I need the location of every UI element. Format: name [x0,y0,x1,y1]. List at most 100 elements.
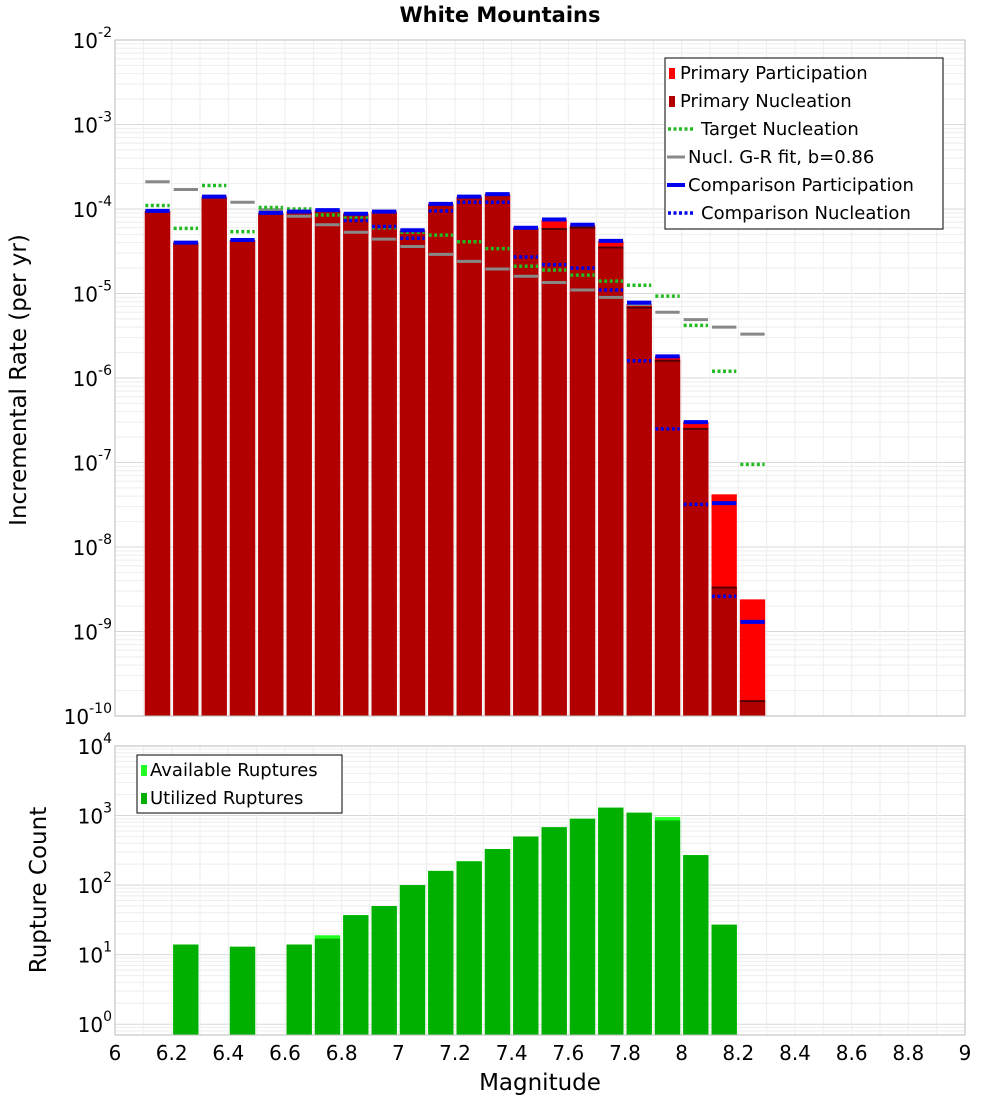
utilized-ruptures-bar [541,827,567,1035]
bottom-bars [173,807,737,1035]
bottom-y-axis-title: Rupture Count [26,807,52,973]
x-tick-label: 6.4 [212,1041,244,1065]
x-tick-label: 6.2 [156,1041,188,1065]
nucleation-bar [484,194,511,716]
y-tick-label: 10-4 [73,194,113,222]
nucleation-bar [541,228,567,716]
utilized-ruptures-bar [654,820,681,1035]
y-tick-label: 10-6 [73,363,113,391]
nucleation-bar [229,239,256,716]
y-tick-label: 10-9 [73,617,112,645]
x-tick-label: 7.4 [496,1041,528,1065]
legend-label: Available Ruptures [150,760,318,781]
x-tick-labels: 6 6.2 6.4 6.6 6.8 7 7.2 7.4 7.6 7.8 8 8.2 8.4 8.6 8.8 9 [109,1041,972,1065]
x-tick-label: 8 [675,1041,688,1065]
bottom-legend-box [136,754,343,814]
x-tick-label: 7.8 [609,1041,641,1065]
legend-label: Comparison Nucleation [701,203,911,224]
nucleation-bar [654,360,681,716]
utilized-ruptures-bar [484,849,511,1035]
legend-swatch [669,68,675,79]
utilized-ruptures-bar [711,924,737,1035]
y-tick-label: 10-2 [73,25,112,53]
top-line-segments [145,180,766,703]
participation-bar [739,599,766,716]
x-axis-title: Magnitude [479,1070,601,1096]
x-tick-label: 6 [109,1041,122,1065]
top-plot-panel: 10-10 10-9 10-8 10-7 10-6 10-5 10-4 10-3 10-2 In… [6,25,966,729]
nucleation-bar [201,196,227,717]
utilized-ruptures-bar [683,855,709,1035]
nucleation-bar [314,210,341,716]
nucleation-bar [286,211,312,716]
x-tick-label: 7 [392,1041,405,1065]
nucleation-bar [371,211,397,716]
y-tick-label: 104 [78,731,112,759]
nucleation-bar [569,227,596,716]
nucleation-bar [343,213,369,716]
y-tick-label: 103 [78,801,112,829]
x-tick-label: 9 [959,1041,972,1065]
nucleation-bar [739,701,766,716]
x-tick-label: 6.8 [326,1041,358,1065]
y-tick-label: 102 [78,870,112,898]
top-y-axis-title: Incremental Rate (per yr) [6,234,32,526]
bottom-plot-frame [114,745,966,1036]
utilized-ruptures-bar [456,861,482,1035]
x-tick-label: 6.6 [269,1041,301,1065]
legend-swatch [141,793,147,804]
nucleation-bar [683,428,709,716]
utilized-ruptures-bar [399,885,426,1035]
nucleation-bar [399,230,426,716]
utilized-ruptures-bar [314,938,341,1035]
utilized-ruptures-bar [173,944,199,1035]
y-tick-label: 10-10 [64,701,112,729]
nucleation-bar [456,196,482,717]
legend-label: Target Nucleation [700,119,859,140]
utilized-ruptures-bar [428,870,454,1035]
y-tick-label: 10-8 [73,532,112,560]
bottom-plot-panel: 100 101 102 103 104 6 6.2 6.4 6.6 6.8 7 7.2 7.4 7.6 7… [26,731,971,1096]
y-tick-label: 101 [78,940,112,968]
top-legend: Primary Participation Primary Nucleation T… [664,57,944,230]
x-tick-label: 8.6 [836,1041,868,1065]
nucleation-bar [428,203,454,716]
legend-swatch [669,96,675,107]
nucleation-bar [711,587,737,716]
nucleation-bar [173,242,199,717]
utilized-ruptures-bar [513,836,539,1035]
utilized-ruptures-bar [626,812,652,1035]
utilized-ruptures-bar [343,915,369,1035]
top-plot-frame [114,39,966,717]
bottom-legend: Available Ruptures Utilized Ruptures [136,754,343,814]
x-tick-label: 8.2 [722,1041,754,1065]
nucleation-bar [144,210,171,716]
top-legend-box [664,57,944,230]
bottom-gridlines [114,746,966,1036]
y-tick-label: 10-7 [73,448,112,476]
legend-label: Utilized Ruptures [150,788,303,809]
nucleation-bar [598,247,624,716]
nucleation-bar [513,227,539,716]
x-tick-label: 7.2 [439,1041,471,1065]
y-tick-label: 10-3 [73,110,112,138]
x-tick-label: 7.6 [552,1041,584,1065]
legend-label: Comparison Participation [688,175,914,196]
legend-swatch [141,765,147,776]
chart-title: White Mountains [400,3,601,27]
nucleation-bar [258,212,284,716]
utilized-ruptures-bar [286,944,312,1035]
utilized-ruptures-bar [598,807,624,1035]
top-y-tick-labels: 10-10 10-9 10-8 10-7 10-6 10-5 10-4 10-3 10-2 [64,25,112,729]
bottom-y-tick-labels: 100 101 102 103 104 [78,731,112,1037]
x-tick-label: 8.8 [892,1041,924,1065]
top-bars [144,194,766,717]
x-tick-label: 8.4 [779,1041,811,1065]
y-tick-label: 10-5 [73,279,112,307]
legend-label: Primary Nucleation [680,91,852,112]
nucleation-bar [626,307,652,716]
utilized-ruptures-bar [371,906,397,1035]
utilized-ruptures-bar [569,818,596,1035]
legend-label: Primary Participation [680,63,868,84]
